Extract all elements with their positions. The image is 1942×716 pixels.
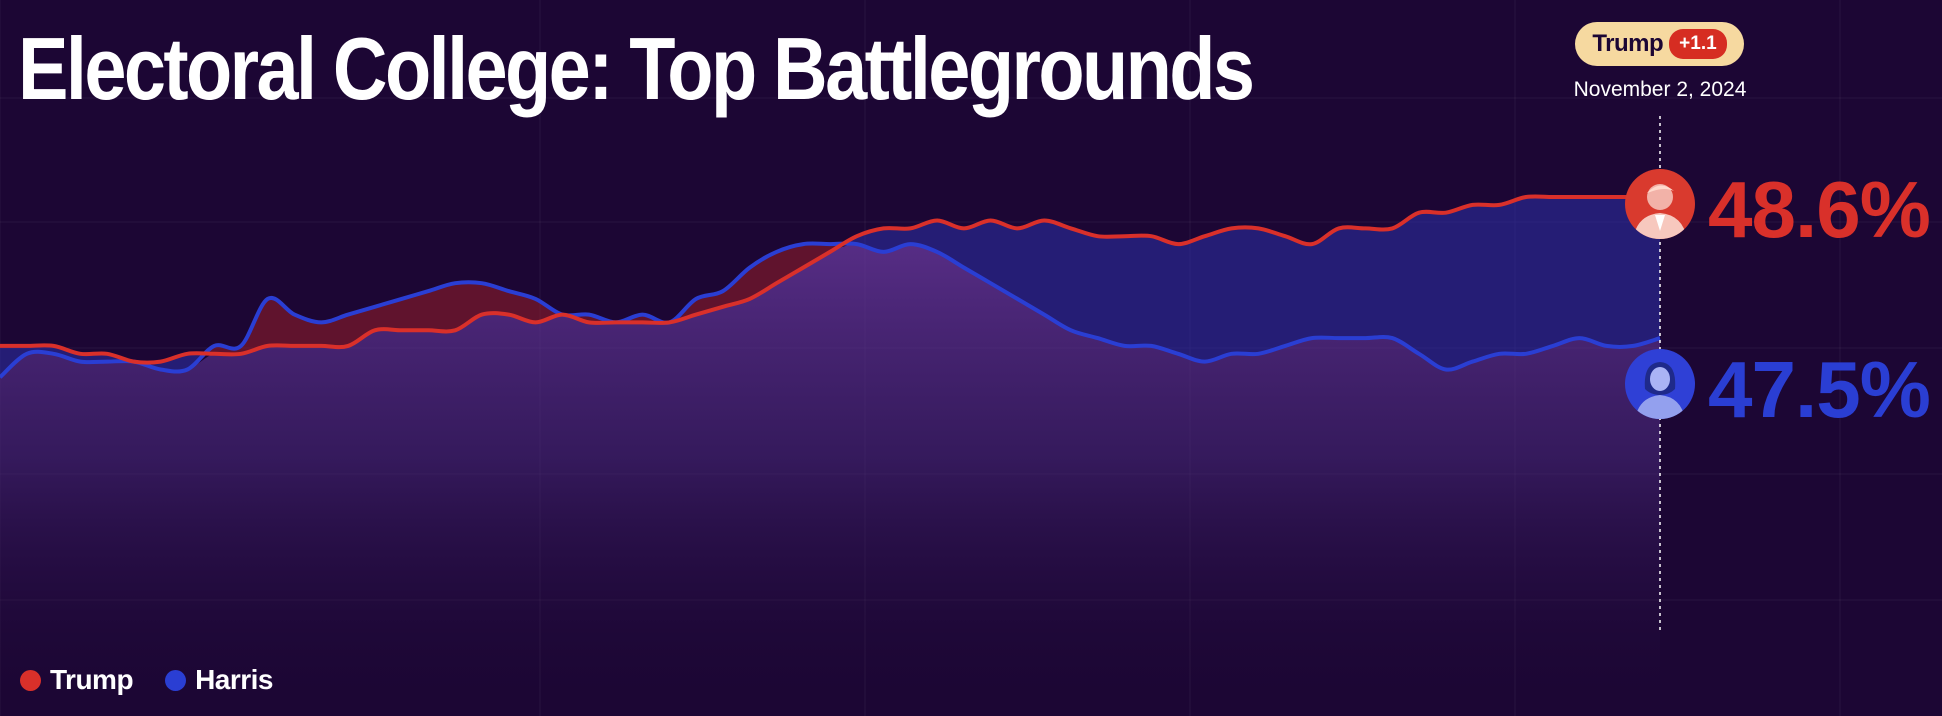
legend-item-trump[interactable]: Trump: [20, 664, 134, 696]
harris-lead-area: [0, 196, 1660, 378]
series-line-harris: [0, 241, 1661, 379]
trump-current-value: 48.6%: [1708, 165, 1931, 254]
current-date-label: November 2, 2024: [1573, 78, 1747, 101]
page-title: Electoral College: Top Battlegrounds: [18, 19, 1255, 118]
chart-legend: Trump Harris: [20, 664, 273, 696]
legend-item-harris[interactable]: Harris: [165, 664, 273, 696]
series-line-trump: [0, 194, 1660, 365]
harris-current-value: 47.5%: [1708, 345, 1931, 434]
legend-dot-harris: [165, 669, 187, 691]
chart-lines: [0, 194, 1661, 379]
leader-badge-margin: +1.1: [1669, 29, 1727, 59]
chart-areas: [0, 196, 1660, 716]
legend-label-harris: Harris: [195, 664, 273, 695]
harris-portrait-icon: [1625, 349, 1695, 419]
legend-label-trump: Trump: [50, 664, 134, 695]
legend-dot-trump: [20, 669, 41, 691]
leader-badge-name: Trump: [1592, 30, 1664, 57]
leader-badge: Trump +1.1: [1575, 22, 1744, 66]
trump-portrait-icon: [1625, 169, 1695, 239]
area-under-lines: [0, 244, 1660, 716]
